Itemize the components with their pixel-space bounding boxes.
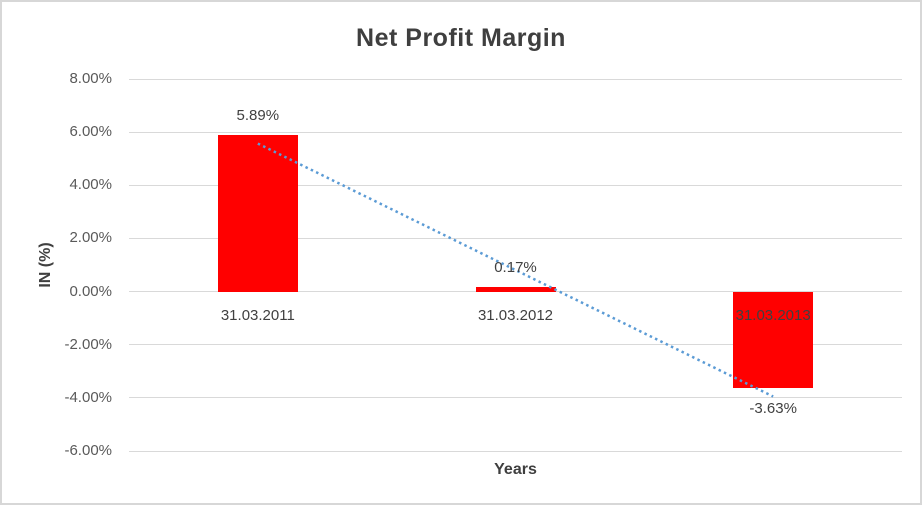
y-axis-title: IN (%) <box>37 242 54 288</box>
bar-value-label: 0.17% <box>494 259 537 277</box>
y-tick-label: 2.00% <box>69 229 112 247</box>
plot-area: 5.89% 31.03.2011 0.17% 31.03.2012 -3.63% 31.0… <box>129 78 902 452</box>
bar-value-label: -3.63% <box>749 400 797 418</box>
gridline <box>129 397 902 399</box>
gridline <box>129 131 902 133</box>
y-tick-label: 0.00% <box>69 282 112 300</box>
gridline <box>129 78 902 80</box>
category-label: 31.03.2012 <box>477 306 554 324</box>
category-label: 31.03.2013 <box>735 306 811 324</box>
bar <box>475 287 556 292</box>
y-tick-label: -6.00% <box>64 442 112 459</box>
y-tick-label: 4.00% <box>69 176 112 194</box>
gridline <box>129 450 902 452</box>
y-tick-label: -4.00% <box>64 388 112 406</box>
y-tick-label: -2.00% <box>64 335 112 353</box>
bar <box>217 135 298 292</box>
x-axis-title: Years <box>494 461 537 478</box>
chart-title: Net Profit Margin <box>356 24 566 52</box>
y-tick-label: 8.00% <box>69 70 112 87</box>
y-tick-label: 6.00% <box>69 123 112 141</box>
category-label: 31.03.2011 <box>220 306 295 324</box>
bar-value-label: 5.89% <box>236 107 280 125</box>
